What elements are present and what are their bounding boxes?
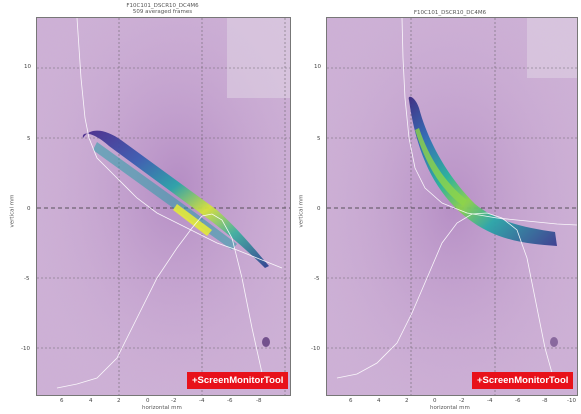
left-ytick: 0 xyxy=(27,206,31,212)
right-xtick: -10 xyxy=(567,398,576,404)
right-xtick: 2 xyxy=(405,398,409,404)
right-x-axis-label: horizontal mm xyxy=(430,405,470,411)
left-xtick: 0 xyxy=(146,398,150,404)
left-x-axis-label: horizontal mm xyxy=(142,405,182,411)
left-ytick: -5 xyxy=(24,276,30,282)
left-xtick: 6 xyxy=(60,398,64,404)
left-xtick: -6 xyxy=(227,398,233,404)
right-y-axis-label: vertical mm xyxy=(298,194,305,228)
right-xtick: -8 xyxy=(542,398,548,404)
left-xtick: -2 xyxy=(171,398,177,404)
left-ytick: 5 xyxy=(27,136,31,142)
right-xtick: 0 xyxy=(433,398,437,404)
right-ytick: -10 xyxy=(311,346,320,352)
right-xtick: 6 xyxy=(349,398,353,404)
left-ytick: 10 xyxy=(24,64,31,70)
left-y-axis-label: vertical mm xyxy=(9,194,16,228)
right-title-line1: F10C101_DSCR10_DC4M6 xyxy=(413,10,487,16)
right-image-panel: F10C101_DSCR10_DC4M6 vertical mm 10 5 0 … xyxy=(289,0,581,414)
left-xtick: 2 xyxy=(117,398,121,404)
left-xtick: 4 xyxy=(89,398,93,404)
left-title-line2: 509 averaged frames xyxy=(132,9,193,15)
right-ytick: 5 xyxy=(317,136,321,142)
left-screen-monitor-badge: +ScreenMonitorTool xyxy=(187,372,289,389)
right-beam-svg xyxy=(327,18,577,395)
right-ytick: 0 xyxy=(317,206,321,212)
left-xtick: -4 xyxy=(199,398,205,404)
left-title-line1: F10C101_DSCR10_DC4M6 xyxy=(126,3,199,9)
left-xtick: -8 xyxy=(256,398,262,404)
right-xtick: 4 xyxy=(377,398,381,404)
left-ytick: -10 xyxy=(21,346,30,352)
right-xtick: -6 xyxy=(515,398,521,404)
right-ytick: -5 xyxy=(314,276,320,282)
right-ytick: 10 xyxy=(314,64,321,70)
right-xtick: -2 xyxy=(459,398,465,404)
right-beam-image xyxy=(326,17,578,396)
left-beam-svg xyxy=(37,18,290,395)
left-beam-image xyxy=(36,17,291,396)
right-screen-monitor-badge: +ScreenMonitorTool xyxy=(472,372,574,389)
left-image-panel: F10C101_DSCR10_DC4M6 509 averaged frames… xyxy=(9,3,291,411)
right-xtick: -4 xyxy=(487,398,493,404)
